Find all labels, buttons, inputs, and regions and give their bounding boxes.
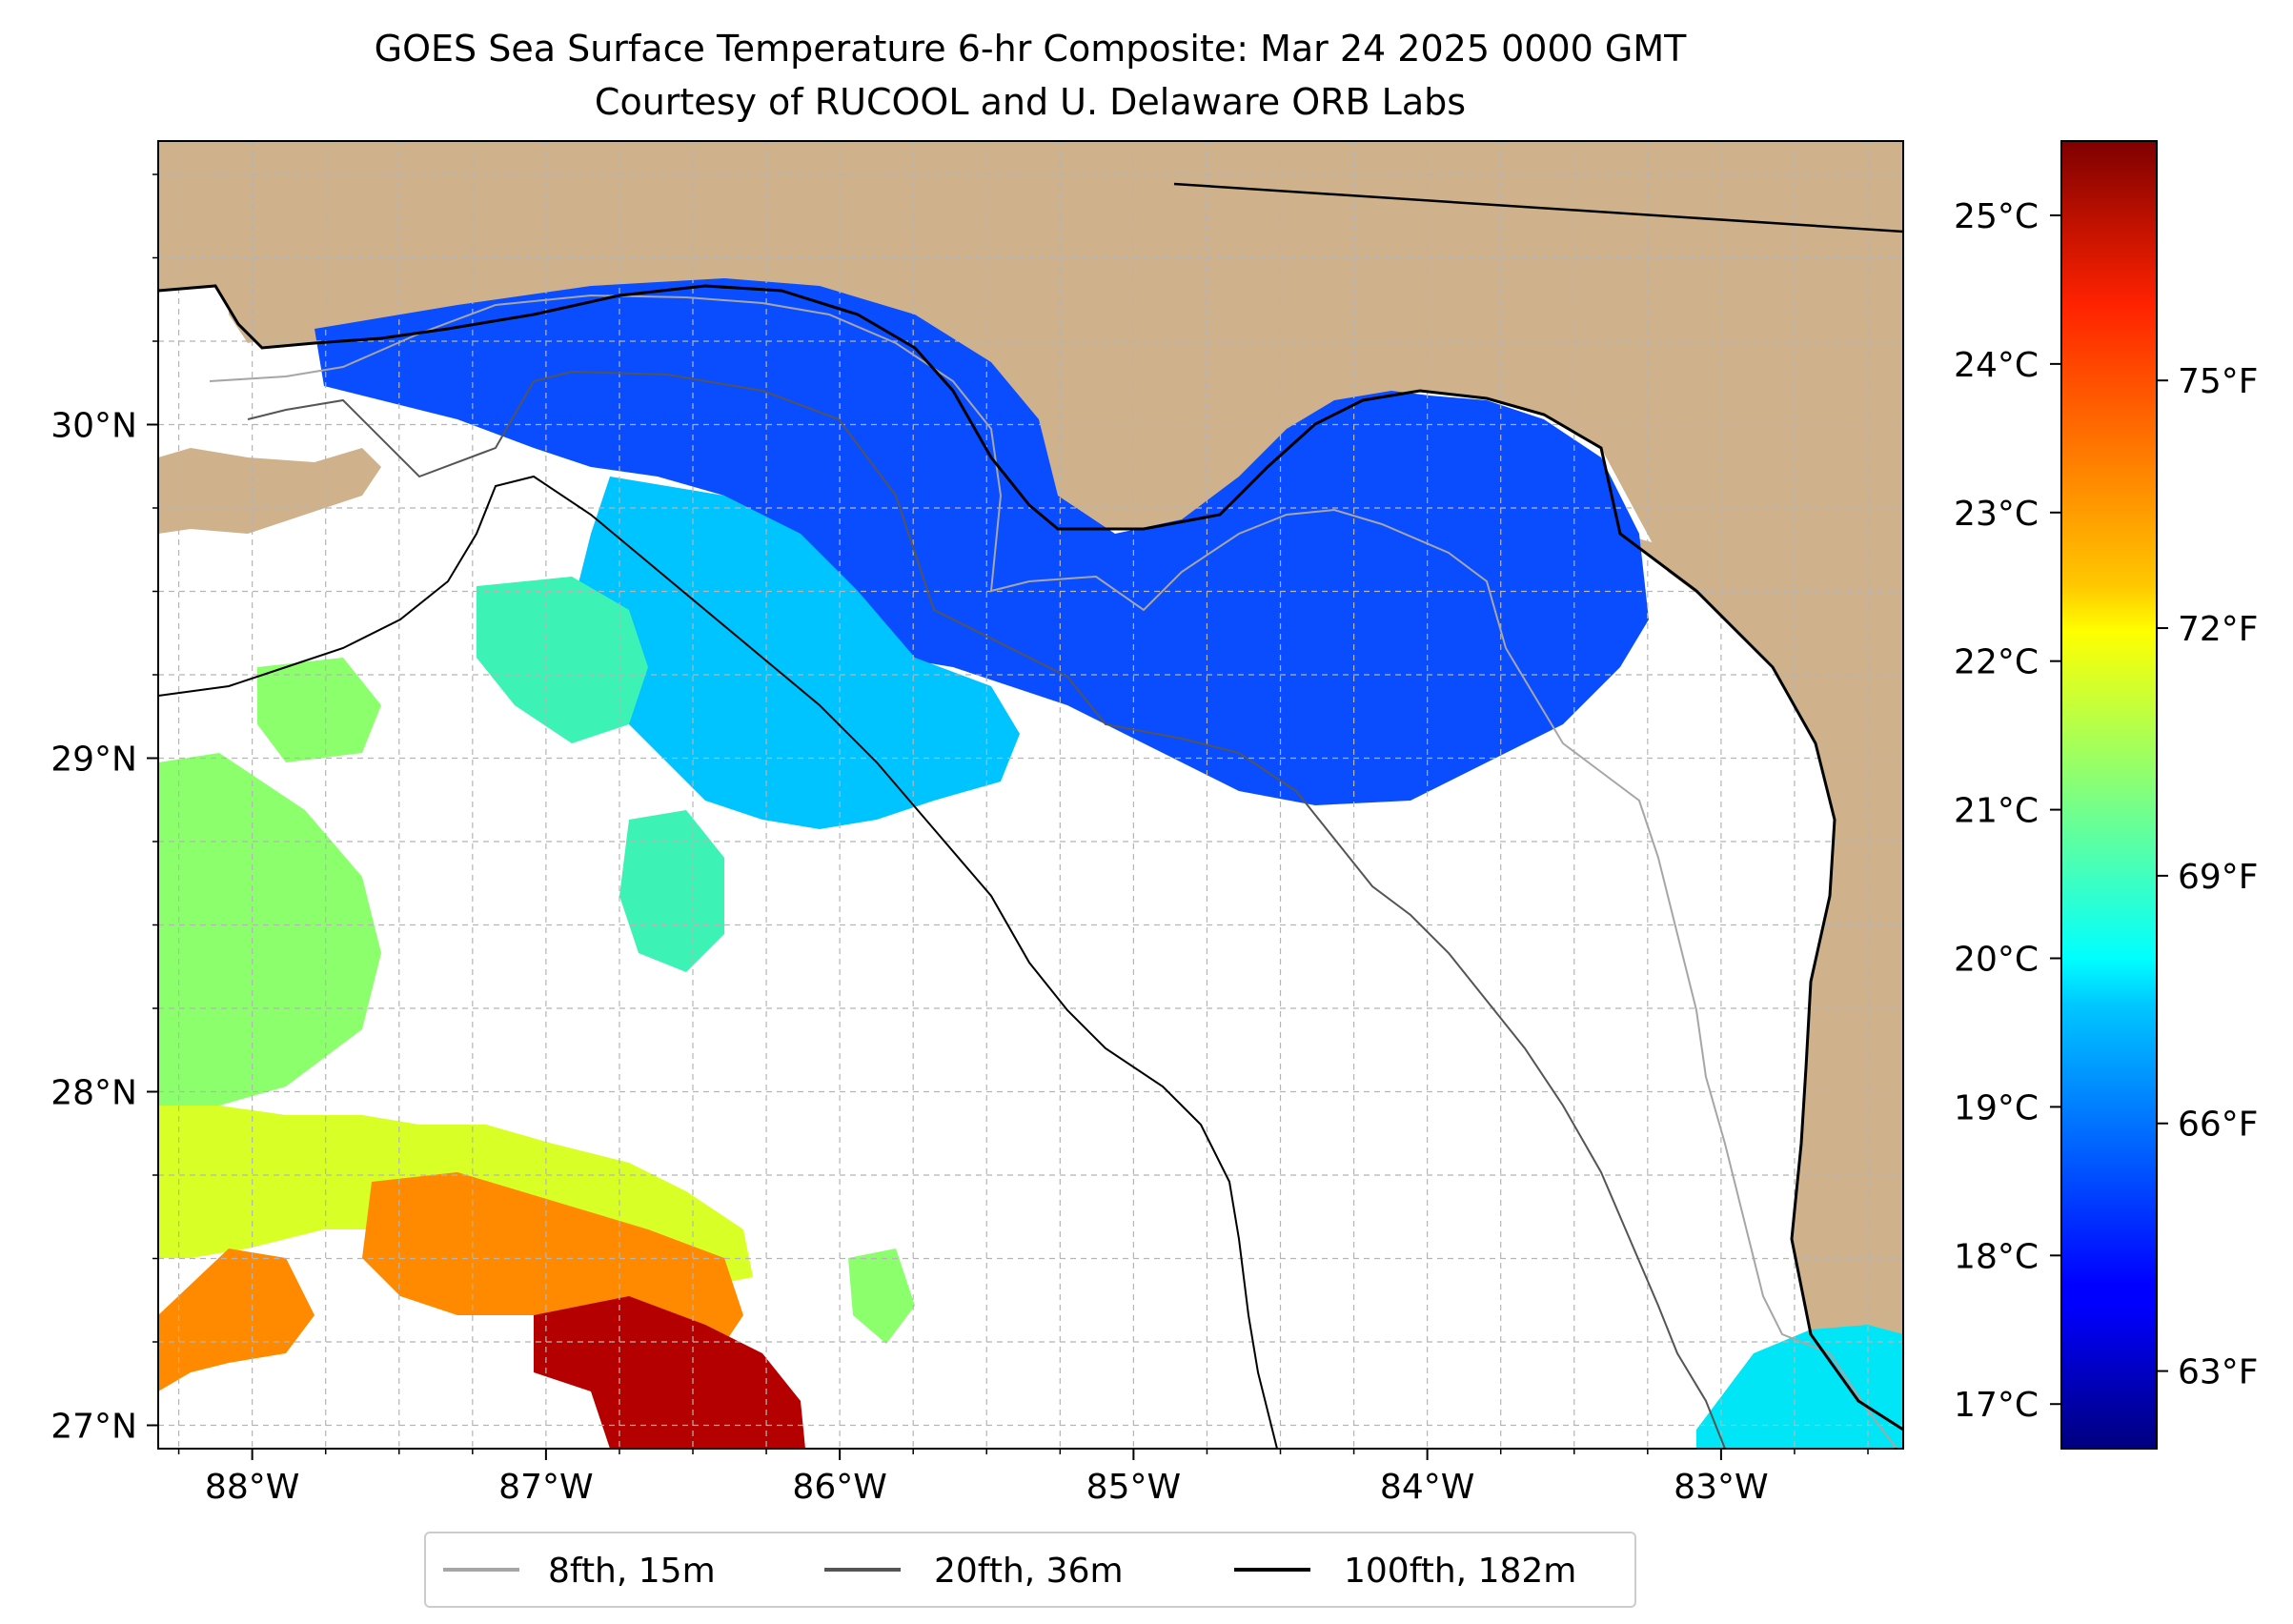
map-gridlines — [158, 141, 1903, 1449]
isobath-8fth-line — [209, 294, 1897, 1449]
lat-tick-label: 27°N — [51, 1408, 137, 1447]
map-frame — [157, 140, 1904, 1450]
isobath-legend: 8fth, 15m 20fth, 36m 100fth, 182m — [424, 1532, 1636, 1608]
lon-tick-label: 83°W — [1674, 1468, 1768, 1507]
lon-tick-label: 85°W — [1086, 1468, 1181, 1507]
coastline-line — [158, 284, 1903, 1431]
fahrenheit-tick-label: 75°F — [2178, 362, 2259, 401]
celsius-tick-label: 24°C — [1954, 346, 2039, 385]
fahrenheit-tick-label: 66°F — [2178, 1106, 2259, 1145]
fahrenheit-tick-label: 69°F — [2178, 858, 2259, 897]
lon-tick-label: 84°W — [1380, 1468, 1474, 1507]
lat-tick-label: 29°N — [51, 741, 137, 780]
celsius-tick-label: 18°C — [1954, 1237, 2039, 1276]
fahrenheit-tick-label: 72°F — [2178, 610, 2259, 649]
sst-patch-green-upper — [257, 658, 381, 762]
sst-patch-aqua-mid — [619, 810, 724, 972]
legend-box — [424, 1532, 1636, 1608]
celsius-tick-label: 19°C — [1954, 1088, 2039, 1127]
celsius-tick-label: 17°C — [1954, 1386, 2039, 1425]
celsius-tick-label: 23°C — [1954, 495, 2039, 534]
sst-patch-red-south — [534, 1296, 805, 1449]
legend-label-8fth: 8fth, 15m — [548, 1552, 716, 1591]
celsius-tick-label: 21°C — [1954, 792, 2039, 831]
legend-label-100fth: 100fth, 182m — [1344, 1552, 1576, 1591]
fahrenheit-tick-label: 63°F — [2178, 1353, 2259, 1392]
lon-tick-label: 88°W — [205, 1468, 299, 1507]
sst-patch-orange-south — [158, 1172, 743, 1391]
sst-patch-aqua-west — [477, 577, 648, 743]
lat-tick-label: 30°N — [51, 407, 137, 446]
celsius-tick-label: 25°C — [1954, 197, 2039, 236]
sst-patch-shelf-blue — [315, 278, 1649, 805]
land-florida-peninsula — [1620, 534, 1903, 1430]
state-border-line — [1173, 182, 1903, 233]
land-mobile-bay-peninsula — [219, 167, 315, 343]
celsius-tick-label: 22°C — [1954, 643, 2039, 682]
colorbar-gradient — [2061, 141, 2157, 1449]
colorbar-ticks: 25°C 24°C 23°C 22°C 21°C 20°C 19°C 18°C 17°C 75°F… — [1954, 197, 2258, 1425]
colorbar-frame — [2060, 140, 2158, 1450]
map-axis-ticks: 88°W 87°W 86°W 85°W 84°W 83°W 30°N 29°N 28°N 27°N — [51, 173, 1869, 1507]
sst-patch-cyan-southeast — [1696, 1325, 1903, 1449]
celsius-tick-label: 20°C — [1954, 941, 2039, 980]
land-north-panhandle — [158, 141, 1903, 629]
figure-title-line1: GOES Sea Surface Temperature 6-hr Compos… — [375, 28, 1687, 70]
sst-patch-cyan-central — [572, 477, 1020, 829]
isobath-100fth-line — [158, 475, 1278, 1449]
sst-patch-green-small — [848, 1248, 915, 1344]
isobath-20fth-line — [247, 370, 1726, 1449]
figure-title-line2: Courtesy of RUCOOL and U. Delaware ORB L… — [595, 81, 1466, 123]
lat-tick-label: 28°N — [51, 1074, 137, 1113]
temperature-colorbar: 25°C 24°C 23°C 22°C 21°C 20°C 19°C 18°C 17°C 75°F… — [1954, 140, 2259, 1450]
lon-tick-label: 87°W — [498, 1468, 593, 1507]
legend-label-20fth: 20fth, 36m — [934, 1552, 1124, 1591]
map-panel: 88°W 87°W 86°W 85°W 84°W 83°W 30°N 29°N 28°N 27°N — [51, 140, 1904, 1507]
lon-tick-label: 86°W — [792, 1468, 886, 1507]
